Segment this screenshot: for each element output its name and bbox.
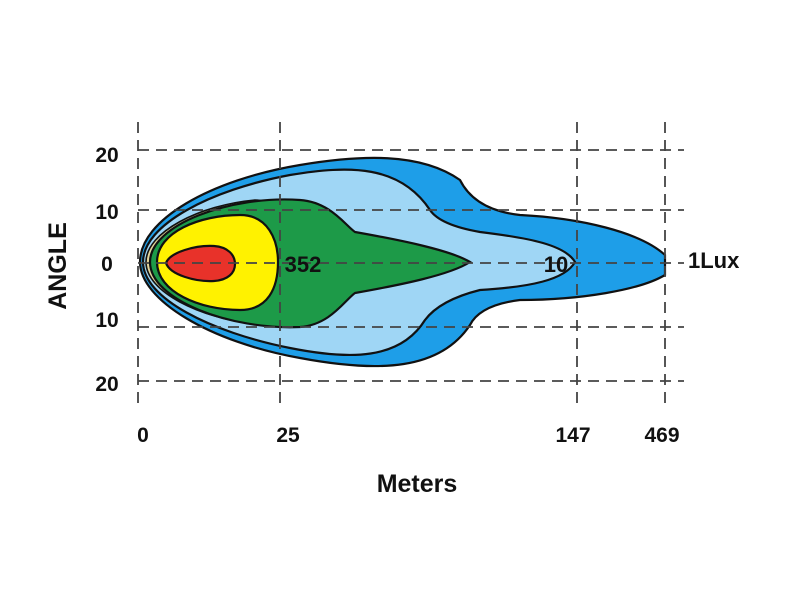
grid [137, 122, 684, 408]
y-tick-label: 20 [95, 373, 118, 396]
x-tick-label: 25 [276, 424, 300, 447]
isolux-label-10: 10 [544, 252, 568, 277]
x-tick-label: 147 [555, 424, 590, 447]
isolux-label-1lux: 1Lux [688, 248, 740, 273]
x-tick-label: 469 [644, 424, 679, 447]
y-tick-label: 20 [95, 144, 118, 167]
y-tick-label: 10 [95, 309, 118, 332]
y-tick-label: 0 [101, 253, 113, 276]
y-axis-title: ANGLE [44, 222, 72, 310]
x-tick-label: 0 [137, 424, 149, 447]
isolux-label-352: 352 [285, 252, 322, 277]
x-axis-title: Meters [377, 470, 458, 498]
y-tick-label: 10 [95, 201, 118, 224]
